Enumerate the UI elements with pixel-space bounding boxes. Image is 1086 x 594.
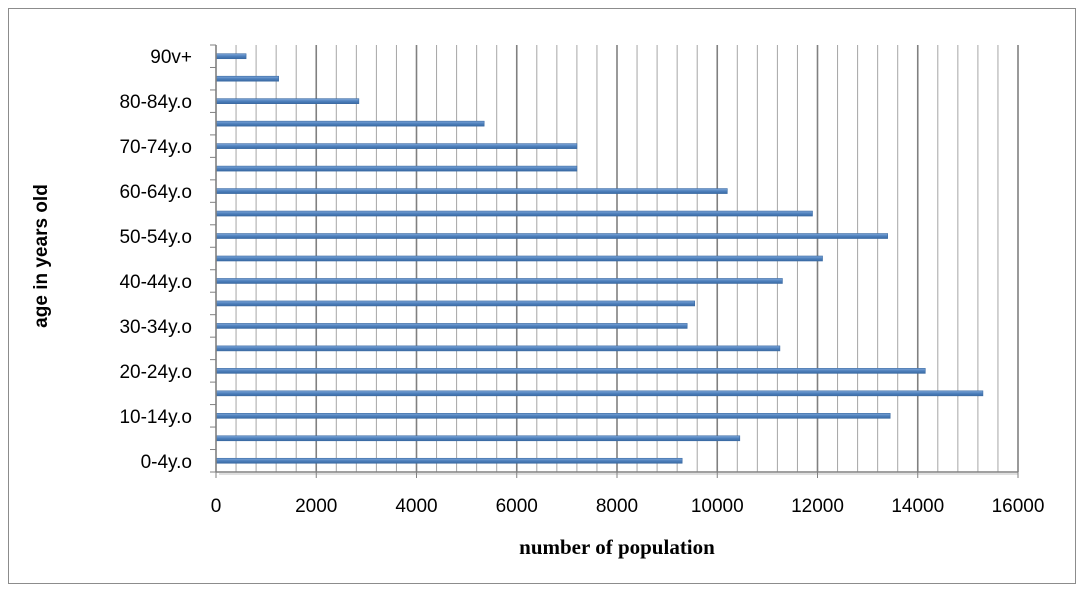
x-tick-label: 16000 [992, 496, 1045, 517]
bar-45-49y.o [215, 255, 823, 262]
x-tick-labels: 0 2000 4000 6000 8000 10000 12000 14000 16000 [211, 496, 1045, 517]
bar-40-44y.o [215, 278, 783, 284]
bars [215, 53, 984, 464]
y-tick-label: 50-54y.o [119, 227, 192, 248]
x-axis-title: number of population [519, 535, 715, 559]
bar-75-79y.o [215, 120, 485, 127]
bar-60-64y.o [215, 188, 728, 194]
bar-85-89y.o [215, 75, 279, 82]
x-tick-label: 0 [211, 496, 222, 517]
x-tick-label: 14000 [891, 496, 944, 517]
bar-5-9y.o [215, 435, 741, 442]
bar-35-39y.o [215, 300, 695, 307]
bar-0-4y.o [215, 457, 683, 464]
bar-65-69y.o [215, 165, 578, 172]
y-tick-label: 60-64y.o [119, 182, 192, 203]
bar-90v+ [215, 53, 247, 60]
y-tick-label: 70-74y.o [119, 137, 192, 158]
bar-25-29y.o [215, 345, 781, 352]
bar-55-59y.o [215, 210, 813, 217]
bar-80-84y.o [215, 98, 360, 104]
x-tick-label: 6000 [496, 496, 538, 517]
x-tick-label: 8000 [596, 496, 638, 517]
x-tick-label: 12000 [791, 496, 844, 517]
y-tick-label: 20-24y.o [119, 362, 192, 383]
axes [210, 44, 1019, 478]
bar-15-19y.o [215, 390, 984, 397]
x-tick-label: 10000 [691, 496, 744, 517]
y-tick-label: 30-34y.o [119, 317, 192, 338]
y-tick-label: 90v+ [150, 47, 192, 68]
y-tick-label: 40-44y.o [119, 272, 192, 293]
y-tick-label: 80-84y.o [119, 92, 192, 113]
bar-20-24y.o [215, 368, 926, 374]
bar-10-14y.o [215, 413, 891, 419]
bar-50-54y.o [215, 233, 888, 239]
y-tick-labels: 0-4y.o 10-14y.o 20-24y.o 30-34y.o 40-44y.o 50… [119, 47, 192, 473]
bar-30-34y.o [215, 323, 688, 329]
y-axis-title: age in years old [31, 184, 52, 328]
y-tick-label: 0-4y.o [141, 452, 192, 473]
y-tick-label: 10-14y.o [119, 407, 192, 428]
bar-70-74y.o [215, 143, 578, 149]
x-tick-label: 4000 [395, 496, 437, 517]
x-tick-label: 2000 [295, 496, 337, 517]
